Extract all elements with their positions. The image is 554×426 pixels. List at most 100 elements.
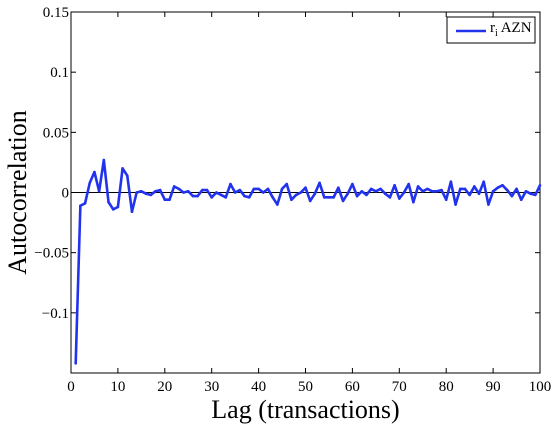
data-point — [534, 193, 537, 197]
data-point — [130, 210, 134, 214]
data-point — [158, 188, 162, 192]
data-point — [229, 182, 232, 186]
data-point — [79, 204, 82, 208]
data-point — [294, 193, 298, 197]
data-point — [519, 198, 523, 202]
data-point — [201, 188, 204, 192]
data-point — [252, 187, 256, 191]
data-point — [285, 182, 289, 186]
legend-label: ri AZN — [490, 20, 532, 39]
legend-label-main: r — [490, 20, 495, 36]
data-point — [88, 181, 92, 185]
data-point — [501, 183, 504, 187]
legend-label-subscript: i — [495, 28, 498, 39]
y-tick-label: 0.05 — [43, 125, 69, 141]
axis-ticks — [70, 11, 541, 373]
data-point — [280, 187, 284, 191]
y-tick-label: −0.05 — [34, 246, 69, 262]
data-point — [219, 193, 223, 197]
data-point — [257, 187, 260, 191]
legend-label-rest: AZN — [498, 20, 532, 36]
data-point — [444, 198, 448, 202]
data-point — [398, 197, 401, 200]
data-point — [224, 196, 228, 199]
x-tick-label: 60 — [345, 379, 360, 395]
data-point — [140, 189, 143, 193]
data-point — [93, 170, 96, 174]
data-point — [463, 187, 467, 191]
data-point — [149, 193, 153, 197]
data-point — [332, 196, 335, 199]
data-point — [299, 191, 303, 194]
data-point — [177, 187, 181, 191]
data-point — [421, 189, 425, 193]
data-point — [243, 194, 246, 198]
data-point — [369, 187, 373, 191]
data-point — [346, 192, 350, 196]
data-point — [505, 188, 509, 192]
data-point — [435, 189, 439, 193]
data-point — [210, 196, 213, 199]
data-point — [121, 167, 124, 170]
data-point — [168, 198, 171, 202]
data-point — [74, 362, 77, 365]
data-point — [426, 187, 429, 191]
data-point — [374, 189, 378, 193]
data-point — [327, 196, 331, 199]
data-point — [491, 189, 495, 193]
data-point — [111, 208, 115, 211]
x-tick-label: 80 — [439, 379, 454, 395]
y-tick-label: 0 — [62, 186, 70, 202]
data-point — [454, 203, 457, 206]
data-point — [355, 194, 359, 198]
data-point — [313, 192, 317, 196]
y-tick-label: 0.1 — [50, 65, 69, 81]
data-point — [416, 185, 420, 188]
data-point — [360, 189, 364, 193]
data-point — [538, 183, 542, 187]
data-point — [308, 199, 312, 203]
series-line-r-i-azn — [74, 158, 542, 364]
data-points — [74, 158, 542, 365]
data-point — [430, 189, 434, 193]
legend: ri AZN — [446, 16, 536, 44]
data-point — [379, 187, 382, 191]
data-point — [510, 194, 514, 198]
data-point — [182, 191, 185, 194]
data-point — [125, 174, 129, 177]
data-point — [393, 183, 396, 187]
data-point — [266, 187, 270, 191]
data-point — [276, 203, 279, 206]
data-point — [102, 158, 106, 162]
data-point — [238, 188, 242, 192]
data-point — [116, 205, 120, 209]
x-tick-label: 20 — [157, 379, 172, 395]
data-point — [496, 186, 500, 189]
data-point — [318, 181, 321, 185]
data-point — [468, 193, 471, 197]
data-point — [154, 189, 157, 193]
data-point — [402, 191, 406, 194]
x-tick-label: 90 — [486, 379, 501, 395]
data-point — [172, 185, 176, 188]
data-point — [529, 192, 532, 196]
data-point — [482, 180, 486, 183]
y-axis-title: Autocorrelation — [3, 110, 32, 275]
data-point — [186, 189, 190, 193]
data-point — [163, 198, 167, 202]
data-point — [337, 186, 340, 189]
data-point — [233, 191, 237, 194]
data-point — [97, 189, 101, 193]
data-point — [261, 191, 265, 194]
data-point — [107, 200, 110, 204]
data-point — [196, 194, 199, 198]
data-point — [515, 187, 518, 191]
x-tick-label: 30 — [204, 379, 219, 395]
x-tick-label: 50 — [298, 379, 313, 395]
data-point — [304, 186, 307, 189]
data-point — [412, 200, 415, 204]
data-point — [365, 193, 368, 197]
data-point — [477, 192, 481, 196]
y-tick-label: −0.1 — [42, 306, 69, 322]
y-tick-label: 0.15 — [43, 5, 69, 21]
